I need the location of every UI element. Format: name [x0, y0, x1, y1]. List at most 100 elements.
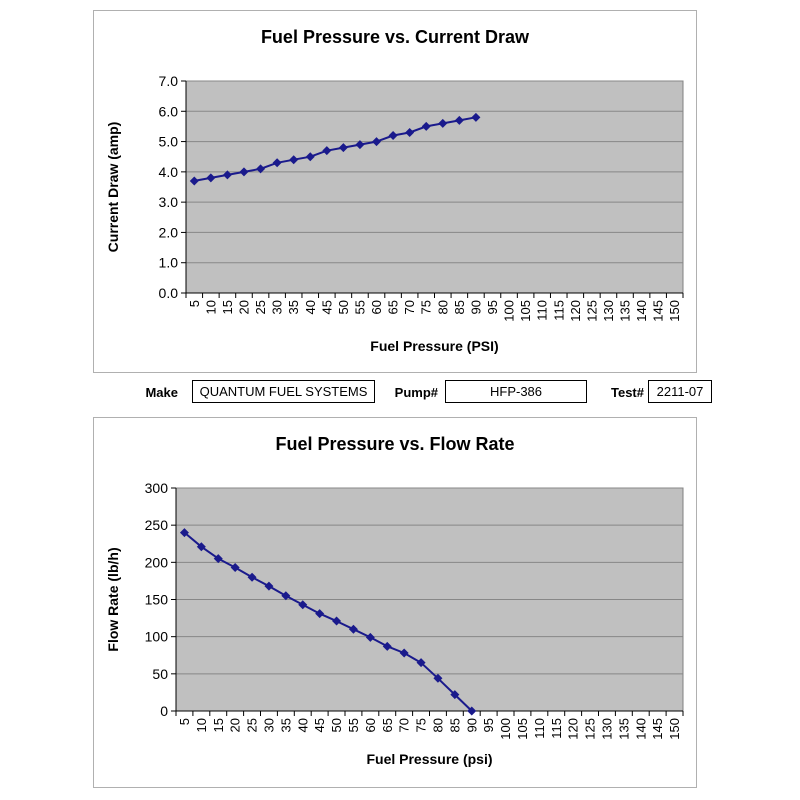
x-tick-label: 30: [261, 718, 276, 732]
make-value: QUANTUM FUEL SYSTEMS: [199, 384, 368, 399]
x-tick-label: 100: [502, 300, 517, 322]
x-tick-label: 105: [518, 300, 533, 322]
data-point-marker: [206, 173, 216, 183]
x-tick-label: 10: [203, 300, 218, 314]
x-tick-label: 125: [584, 300, 599, 322]
flow-rate-chart-title: Fuel Pressure vs. Flow Rate: [275, 434, 515, 454]
x-tick-label: 90: [468, 300, 483, 314]
data-point-marker: [179, 528, 189, 538]
x-tick-label: 145: [651, 300, 666, 322]
data-point-marker: [289, 155, 299, 165]
y-tick-label: 50: [152, 666, 168, 682]
data-point-marker: [382, 641, 392, 651]
y-tick-label: 2.0: [159, 224, 179, 240]
x-tick-label: 150: [667, 718, 682, 740]
y-tick-label: 300: [145, 480, 169, 496]
x-tick-label: 20: [236, 300, 251, 314]
x-tick-label: 100: [498, 718, 513, 740]
x-tick-label: 10: [194, 718, 209, 732]
x-tick-label: 110: [532, 718, 547, 739]
x-tick-label: 80: [435, 300, 450, 314]
x-tick-label: 65: [386, 300, 401, 314]
data-point-marker: [388, 131, 398, 141]
x-tick-label: 25: [253, 300, 268, 314]
x-tick-label: 140: [634, 300, 649, 322]
data-point-marker: [281, 591, 291, 601]
x-tick-label: 70: [402, 300, 417, 314]
current-draw-chart-svg: 0.0 1.0 2.0 3.0 4.0 5.0 6.0 7.0 5 10 15 20 25 30 35 40 4…: [105, 73, 684, 354]
x-tick-label: 45: [312, 718, 327, 732]
x-tick-label: 70: [397, 718, 412, 732]
current-draw-chart-title: Fuel Pressure vs. Current Draw: [260, 27, 530, 47]
data-point-marker: [213, 554, 223, 564]
x-tick-label: 95: [485, 300, 500, 314]
x-tick-label: 130: [599, 718, 614, 740]
data-point-marker: [305, 152, 315, 162]
x-tick-label: 75: [419, 300, 434, 314]
x-tick-label: 115: [551, 300, 566, 321]
x-tick-label: 45: [319, 300, 334, 314]
data-point-marker: [222, 170, 232, 180]
y-tick-label: 200: [145, 554, 169, 570]
flow-rate-chart-card: Fuel Pressure vs. Flow Rate 0 50 100 150 200…: [93, 417, 697, 788]
x-axis-title: Fuel Pressure (psi): [366, 751, 492, 767]
x-tick-label: 35: [286, 300, 301, 314]
data-point-marker: [450, 690, 460, 700]
data-point-marker: [438, 118, 448, 128]
data-point-marker: [471, 112, 481, 122]
x-tick-label: 40: [303, 300, 318, 314]
y-axis-title: Flow Rate (lb/h): [105, 547, 121, 651]
x-tick-label: 20: [228, 718, 243, 732]
pump-number-value: HFP-386: [489, 384, 543, 399]
x-tick-label: 110: [535, 300, 550, 321]
x-tick-label: 140: [633, 718, 648, 740]
data-point-marker: [433, 673, 443, 683]
data-point-marker: [355, 140, 365, 150]
y-tick-label: 150: [145, 592, 169, 608]
data-point-marker: [322, 146, 332, 156]
x-tick-label: 115: [549, 718, 564, 739]
data-point-marker: [416, 658, 426, 668]
x-tick-label: 25: [245, 718, 260, 732]
x-tick-label: 55: [346, 718, 361, 732]
data-point-marker: [348, 624, 358, 634]
x-tick-label: 15: [211, 718, 226, 732]
x-tick-label: 35: [278, 718, 293, 732]
x-axis-title: Fuel Pressure (PSI): [370, 338, 498, 354]
data-point-marker: [338, 143, 348, 153]
x-tick-label: 135: [618, 300, 633, 322]
x-tick-label: 125: [583, 718, 598, 740]
y-tick-label: 6.0: [159, 103, 179, 119]
x-tick-label: 85: [452, 300, 467, 314]
x-tick-label: 80: [430, 718, 445, 732]
y-tick-label: 1.0: [159, 255, 179, 271]
data-point-marker: [467, 706, 477, 716]
data-point-marker: [372, 137, 382, 147]
x-tick-label: 120: [568, 300, 583, 322]
x-tick-label: 30: [270, 300, 285, 314]
y-tick-label: 250: [145, 517, 169, 533]
plot-area: [185, 80, 684, 294]
test-number-value-box[interactable]: 2211-07: [648, 380, 712, 403]
y-axis-title: Current Draw (amp): [105, 122, 121, 253]
make-value-box[interactable]: QUANTUM FUEL SYSTEMS: [192, 380, 375, 403]
data-point-marker: [399, 648, 409, 658]
make-label: Make: [145, 385, 178, 400]
data-point-marker: [315, 609, 325, 619]
y-tick-label: 5.0: [159, 134, 179, 150]
pump-number-value-box[interactable]: HFP-386: [445, 380, 587, 403]
data-point-marker: [196, 542, 206, 552]
data-point-marker: [230, 563, 240, 573]
x-tick-label: 5: [187, 300, 202, 307]
y-tick-label: 7.0: [159, 73, 179, 89]
x-tick-label: 105: [515, 718, 530, 740]
x-tick-label: 150: [667, 300, 682, 322]
x-tick-label: 50: [329, 718, 344, 732]
x-tick-label: 5: [177, 718, 192, 725]
x-tick-label: 145: [650, 718, 665, 740]
x-tick-label: 130: [601, 300, 616, 322]
data-point-marker: [298, 600, 308, 610]
x-tick-label: 50: [336, 300, 351, 314]
x-tick-label: 85: [447, 718, 462, 732]
